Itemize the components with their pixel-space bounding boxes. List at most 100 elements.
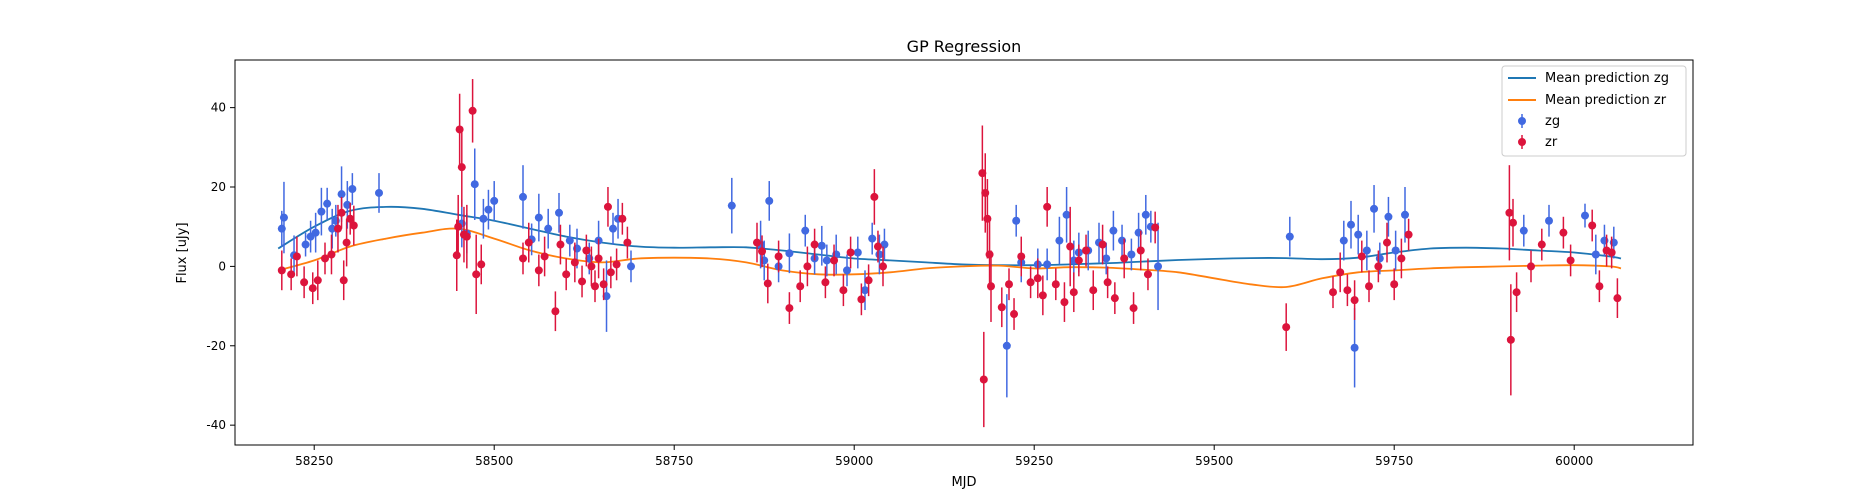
- zr-data-point: [1082, 246, 1091, 255]
- zg-data-point: [1519, 226, 1528, 235]
- zg-data-point: [822, 256, 831, 265]
- legend-marker-zr: [1518, 138, 1526, 146]
- zg-data-point: [1401, 210, 1409, 219]
- legend-box: [1501, 65, 1687, 157]
- zg-data-point: [602, 292, 611, 301]
- zr-data-point: [864, 276, 873, 285]
- zr-data-point: [1329, 288, 1337, 297]
- zr-data-point: [985, 250, 994, 259]
- legend-label-mean-zg: Mean prediction zg: [1545, 71, 1669, 86]
- zr-data-point: [342, 238, 351, 247]
- zg-data-point: [311, 228, 320, 237]
- zr-data-point: [534, 266, 543, 275]
- zr-data-point: [603, 202, 612, 211]
- zr-data-point: [979, 375, 988, 384]
- x-tick-label: 59000: [835, 454, 873, 468]
- zg-data-point: [375, 188, 383, 197]
- zg-data-point: [1347, 220, 1355, 229]
- zr-data-point: [519, 254, 527, 263]
- mean-prediction-zr-line: [277, 227, 1622, 289]
- zr-data-point: [997, 303, 1006, 312]
- zr-data-point: [821, 278, 830, 287]
- zg-data-point: [301, 240, 310, 249]
- zr-data-point: [337, 208, 346, 217]
- x-tick-label: 60000: [1555, 454, 1593, 468]
- zr-data-point: [582, 246, 591, 255]
- zg-data-point: [328, 224, 337, 233]
- zg-data-point: [1102, 254, 1111, 263]
- zg-data-point: [1354, 230, 1363, 239]
- zr-data-point: [1374, 262, 1383, 271]
- zr-data-point: [1357, 252, 1366, 261]
- zr-data-point: [803, 262, 812, 271]
- zg-data-point: [843, 266, 851, 275]
- zr-data-point: [1559, 228, 1568, 237]
- zr-data-point: [1595, 282, 1604, 291]
- zr-data-point: [1033, 274, 1042, 283]
- zr-data-point: [978, 169, 987, 178]
- zg-data-point: [853, 248, 862, 257]
- zr-data-point: [1607, 248, 1616, 257]
- zr-data-point: [1051, 280, 1060, 289]
- y-axis-label: Flux [uJy]: [175, 222, 190, 283]
- zr-data-point: [599, 280, 608, 289]
- zg-data-point: [343, 200, 352, 209]
- legend: Mean prediction zg Mean prediction zr zg…: [1501, 65, 1687, 157]
- zr-data-point: [606, 268, 615, 277]
- zr-data-point: [327, 250, 336, 259]
- zr-data-point: [763, 279, 772, 288]
- zg-data-point: [801, 226, 810, 235]
- zr-data-point: [551, 307, 560, 316]
- zg-data-point: [1012, 216, 1021, 225]
- zr-data-point: [987, 282, 995, 291]
- zr-data-point: [1397, 254, 1406, 263]
- zr-data-point: [1506, 335, 1515, 344]
- y-tick-label: -40: [206, 418, 226, 432]
- zg-data-point: [1154, 262, 1163, 271]
- zr-data-point: [753, 238, 761, 247]
- zr-data-point: [846, 248, 855, 257]
- zr-data-point: [1527, 262, 1535, 271]
- zr-data-point: [277, 266, 286, 275]
- zr-data-point: [300, 278, 309, 287]
- zg-data-point: [534, 213, 543, 222]
- chart-title: GP Regression: [907, 37, 1022, 56]
- zg-data-point: [1109, 226, 1118, 235]
- zr-data-point: [578, 277, 587, 286]
- zr-data-point: [1613, 294, 1622, 303]
- zg-data-point: [1141, 210, 1150, 219]
- zr-data-point: [785, 304, 794, 313]
- zr-data-point: [1066, 242, 1075, 251]
- x-tick-label: 59500: [1195, 454, 1233, 468]
- zg-data-point: [565, 236, 574, 245]
- zr-data-point: [839, 286, 848, 295]
- zg-data-point: [1545, 216, 1553, 225]
- zg-data-point: [544, 224, 553, 233]
- zr-data-point: [1017, 252, 1026, 261]
- zr-data-point: [333, 224, 342, 233]
- zr-data-point: [454, 222, 463, 231]
- legend-label-zr: zr: [1545, 135, 1558, 150]
- zr-data-point: [1404, 230, 1413, 239]
- zg-data-point: [1362, 246, 1371, 255]
- zr-data-point: [1069, 288, 1078, 297]
- zg-data-point: [817, 241, 826, 250]
- zg-data-point: [348, 184, 357, 193]
- zr-data-point: [524, 238, 533, 247]
- zr-data-point: [830, 256, 839, 265]
- zr-data-point: [796, 282, 805, 291]
- zg-data-point: [519, 192, 527, 201]
- zr-data-point: [570, 258, 579, 267]
- zr-data-point: [1098, 240, 1107, 249]
- zr-data-point: [1588, 221, 1597, 230]
- axis-ticks: 58250 58500 58750 59000 59250 59500 59750 60000…: [206, 101, 1593, 468]
- zr-data-point: [1103, 278, 1112, 287]
- zg-data-point: [1339, 236, 1348, 245]
- zr-data-point: [879, 262, 887, 271]
- zr-data-point: [618, 214, 627, 223]
- zr-data-point: [477, 260, 486, 269]
- x-axis-label: MJD: [951, 475, 976, 490]
- zr-data-point: [870, 192, 879, 201]
- zr-data-point: [587, 262, 596, 271]
